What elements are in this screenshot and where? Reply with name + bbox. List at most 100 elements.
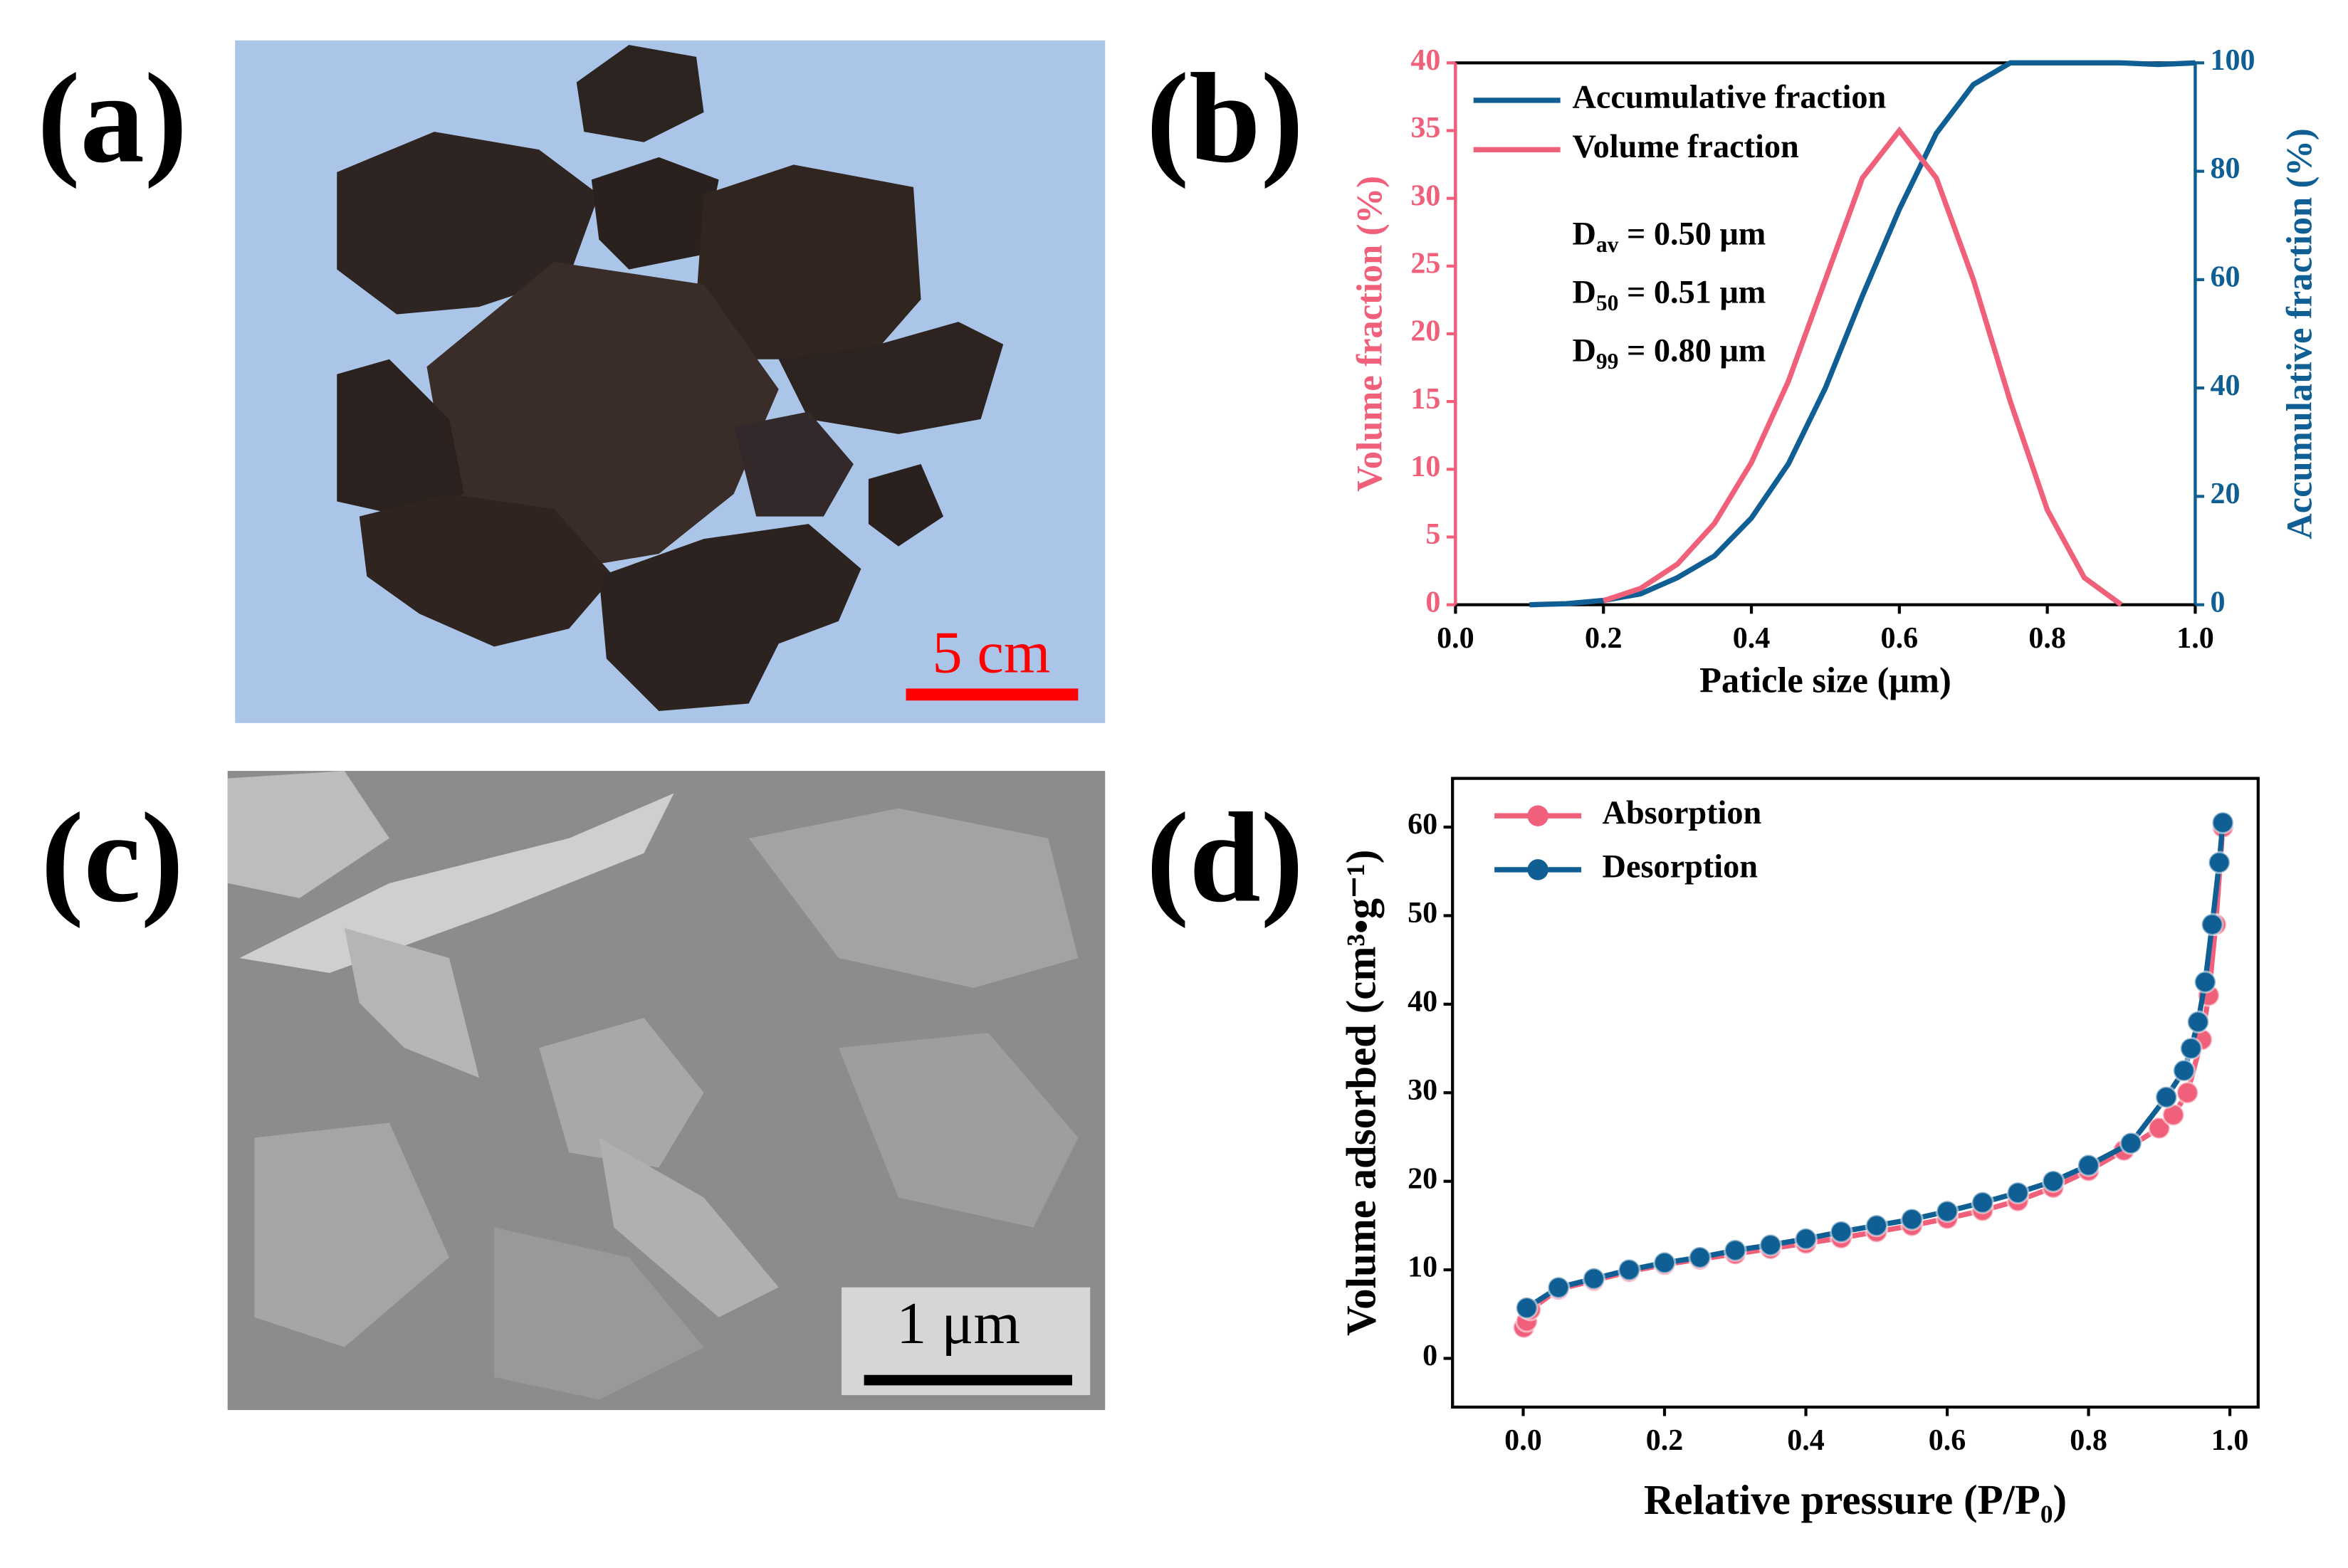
- data-point: [1546, 1275, 1571, 1300]
- annotation-text: = 0.51 μm: [1618, 274, 1766, 310]
- y-tick-label: 25: [1410, 247, 1440, 280]
- data-point: [2147, 1116, 2171, 1140]
- data-point: [1652, 1251, 1677, 1275]
- plot-frame: [1451, 777, 2260, 1409]
- y-tick-label: 40: [1408, 986, 1437, 1019]
- y-tick-label: 0: [1425, 586, 1440, 619]
- y-axis-label: Volume adsorbed (cm³•g⁻¹): [1338, 850, 1385, 1336]
- data-point: [2179, 1036, 2203, 1061]
- panel-label: (b): [1146, 48, 1304, 190]
- y2-tick-label: 80: [2210, 152, 2240, 185]
- series-line: [1529, 60, 2196, 608]
- data-point: [1618, 1258, 1641, 1282]
- annotation-symbol: D: [1572, 216, 1595, 252]
- photo-c: 1 μm: [227, 771, 1106, 1411]
- data-point: [1582, 1267, 1606, 1290]
- x-axis-label: Paticle size (μm): [1699, 661, 1951, 700]
- x-tick-label: 0.2: [1585, 622, 1623, 655]
- chart: 0.0 0.2 0.4 0.6 0.8 1.0 0 10 20 30 40 50 60 Relative …: [1338, 777, 2260, 1523]
- data-point: [1515, 1296, 1539, 1320]
- annotation: Dav = 0.50 μm: [1572, 216, 1766, 257]
- data-point: [2041, 1169, 2065, 1193]
- plot-frame: [1454, 61, 2197, 606]
- legend-label: Desorption: [1603, 849, 1759, 885]
- y-tick-label: 35: [1410, 112, 1440, 144]
- data-point: [2006, 1181, 2030, 1205]
- y-tick-label: 5: [1425, 518, 1440, 551]
- y2-tick-label: 60: [2210, 261, 2240, 294]
- y2-tick-label: 20: [2210, 478, 2240, 510]
- x-tick-label: 0.6: [1881, 622, 1919, 655]
- panel-label: (a): [37, 48, 187, 190]
- photo-a: 5 cm: [235, 40, 1106, 723]
- annotation-subscript: 99: [1596, 349, 1619, 374]
- data-point: [1688, 1246, 1712, 1269]
- panel-label: (c): [41, 787, 184, 930]
- scale-bar-label: 1 μm: [896, 1290, 1020, 1357]
- x-axis-label: Relative pressure (P/P₀): [1644, 1477, 2067, 1523]
- y-tick-label: 30: [1410, 179, 1440, 212]
- data-point: [1759, 1233, 1783, 1257]
- x-tick-label: 0.8: [2070, 1424, 2107, 1457]
- x-tick-label: 0.4: [1733, 622, 1771, 655]
- y2-tick-label: 100: [2210, 44, 2255, 77]
- y-axis-label: Volume fraction (%): [1349, 176, 1389, 492]
- x-tick-label: 0.2: [1646, 1424, 1684, 1457]
- panel-label: (d): [1146, 787, 1304, 930]
- data-point: [1829, 1220, 1853, 1243]
- data-point: [2119, 1131, 2143, 1155]
- data-point: [1971, 1191, 1994, 1214]
- series-line: [1521, 826, 2226, 1329]
- y-tick-label: 50: [1408, 897, 1437, 930]
- y-tick-label: 20: [1410, 315, 1440, 348]
- data-point: [1723, 1238, 1747, 1263]
- annotation: D50 = 0.51 μm: [1572, 274, 1766, 315]
- legend-marker: [1527, 805, 1548, 826]
- x-tick-label: 0.4: [1787, 1424, 1825, 1457]
- data-point: [1935, 1199, 1959, 1224]
- legend-label: Accumulative fraction: [1572, 80, 1886, 116]
- data-point: [2154, 1085, 2179, 1109]
- data-point: [2077, 1153, 2100, 1177]
- annotation-symbol: D: [1572, 274, 1595, 310]
- data-point: [2194, 970, 2217, 994]
- data-point: [2207, 851, 2231, 875]
- data-point: [1900, 1207, 1924, 1231]
- y-tick-label: 0: [1422, 1340, 1437, 1372]
- annotation-symbol: D: [1572, 332, 1595, 369]
- legend-label: Volume fraction: [1572, 129, 1799, 165]
- y-tick-label: 30: [1408, 1074, 1437, 1107]
- x-tick-label: 1.0: [2176, 622, 2214, 655]
- annotation: D99 = 0.80 μm: [1572, 332, 1766, 374]
- data-point: [2172, 1058, 2196, 1083]
- scale-bar-label: 5 cm: [932, 620, 1050, 686]
- data-point: [1865, 1214, 1889, 1238]
- annotation-text: = 0.80 μm: [1618, 332, 1766, 369]
- data-point: [1794, 1227, 1818, 1251]
- x-tick-label: 0.0: [1504, 1424, 1542, 1457]
- y-tick-label: 60: [1408, 809, 1437, 841]
- y-tick-label: 10: [1408, 1251, 1437, 1284]
- annotation-subscript: 50: [1596, 290, 1619, 315]
- series-line: [1603, 126, 2123, 607]
- x-tick-label: 0.6: [1929, 1424, 1966, 1457]
- annotation-subscript: av: [1596, 232, 1619, 257]
- y-tick-label: 15: [1410, 383, 1440, 416]
- data-point: [2176, 1080, 2199, 1105]
- y2-tick-label: 0: [2210, 586, 2225, 619]
- annotation-text: = 0.50 μm: [1618, 216, 1766, 252]
- y-tick-label: 40: [1410, 44, 1440, 77]
- legend-label: Absorption: [1603, 795, 1762, 831]
- y2-axis-label: Accumulative fraction (%): [2279, 128, 2319, 539]
- x-tick-label: 1.0: [2211, 1424, 2249, 1457]
- data-point: [2200, 912, 2224, 937]
- legend-marker: [1527, 859, 1548, 880]
- chart: 0.0 0.2 0.4 0.6 0.8 1.00510152025303540020406…: [1349, 44, 2319, 700]
- data-point: [2186, 1010, 2210, 1034]
- y-tick-label: 20: [1408, 1162, 1437, 1195]
- y2-tick-label: 40: [2210, 369, 2240, 402]
- x-tick-label: 0.8: [2028, 622, 2066, 655]
- y-tick-label: 10: [1410, 451, 1440, 483]
